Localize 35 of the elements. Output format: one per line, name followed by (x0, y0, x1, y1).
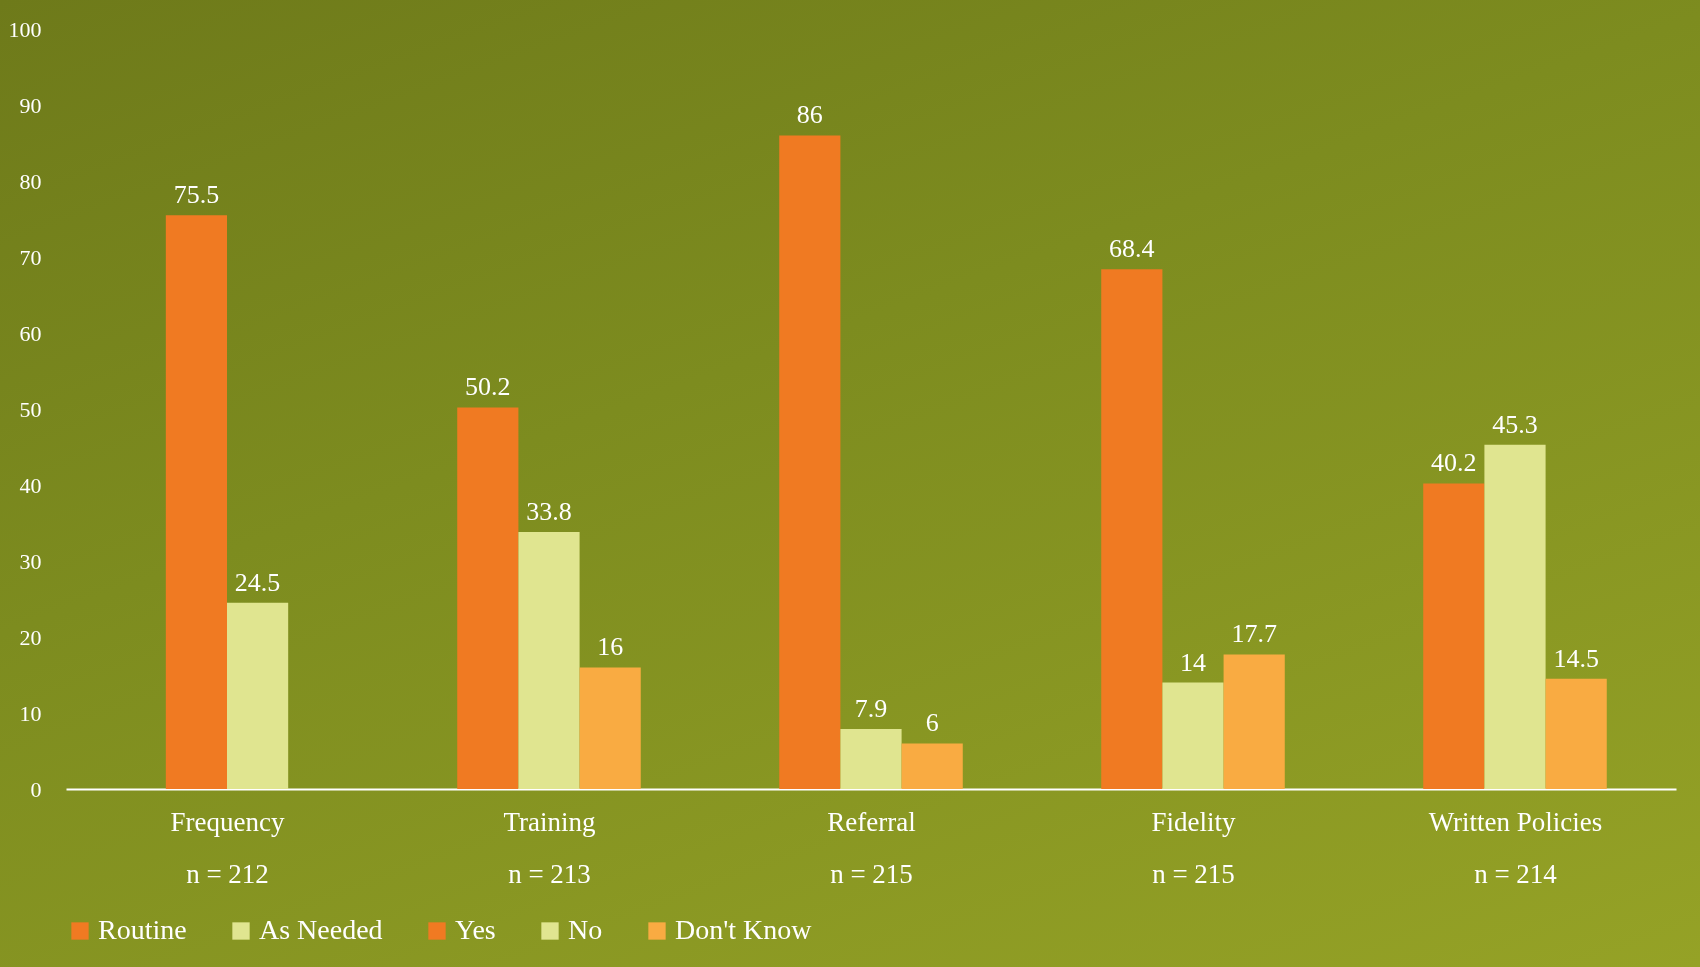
data-label: 45.3 (1492, 409, 1538, 439)
y-tick-label: 50 (19, 396, 42, 422)
data-label: 75.5 (173, 180, 220, 210)
data-label: 7.9 (854, 693, 888, 723)
x-tick-label: Referral n = 215 (827, 806, 916, 889)
legend-label: Yes (455, 914, 496, 945)
legend-label: Routine (98, 914, 187, 945)
x-tick-label: Frequency n = 212 (170, 806, 285, 889)
x-tick-label: Training n = 213 (503, 806, 596, 889)
y-tick-label: 80 (19, 168, 42, 194)
data-label: 68.4 (1109, 234, 1155, 264)
data-label: 6 (925, 708, 939, 738)
y-tick-label: 0 (30, 776, 42, 802)
y-tick-label: 10 (19, 700, 42, 726)
data-label: 50.2 (465, 372, 511, 402)
y-tick-label: 40 (19, 472, 42, 498)
legend-label: As Needed (259, 914, 383, 945)
data-label: 14 (1180, 647, 1206, 677)
legend-label: No (568, 914, 603, 945)
x-tick-label: Written Policies n = 214 (1428, 806, 1603, 889)
y-tick-label: 90 (19, 92, 42, 118)
x-tick-label: Fidelity n = 215 (1151, 806, 1236, 889)
data-label: 86 (796, 100, 823, 130)
data-label: 16 (597, 632, 624, 662)
y-tick-label: 100 (8, 16, 42, 42)
data-label: 40.2 (1431, 448, 1477, 478)
y-tick-label: 60 (19, 320, 42, 346)
data-label: 17.7 (1231, 619, 1277, 649)
y-tick-label: 20 (19, 624, 42, 650)
y-tick-label: 30 (19, 548, 42, 574)
data-label: 33.8 (526, 497, 572, 527)
legend-label: Don't Know (675, 914, 813, 945)
y-tick-label: 70 (19, 244, 42, 270)
data-label: 14.5 (1553, 643, 1599, 673)
data-label: 24.5 (234, 567, 281, 597)
